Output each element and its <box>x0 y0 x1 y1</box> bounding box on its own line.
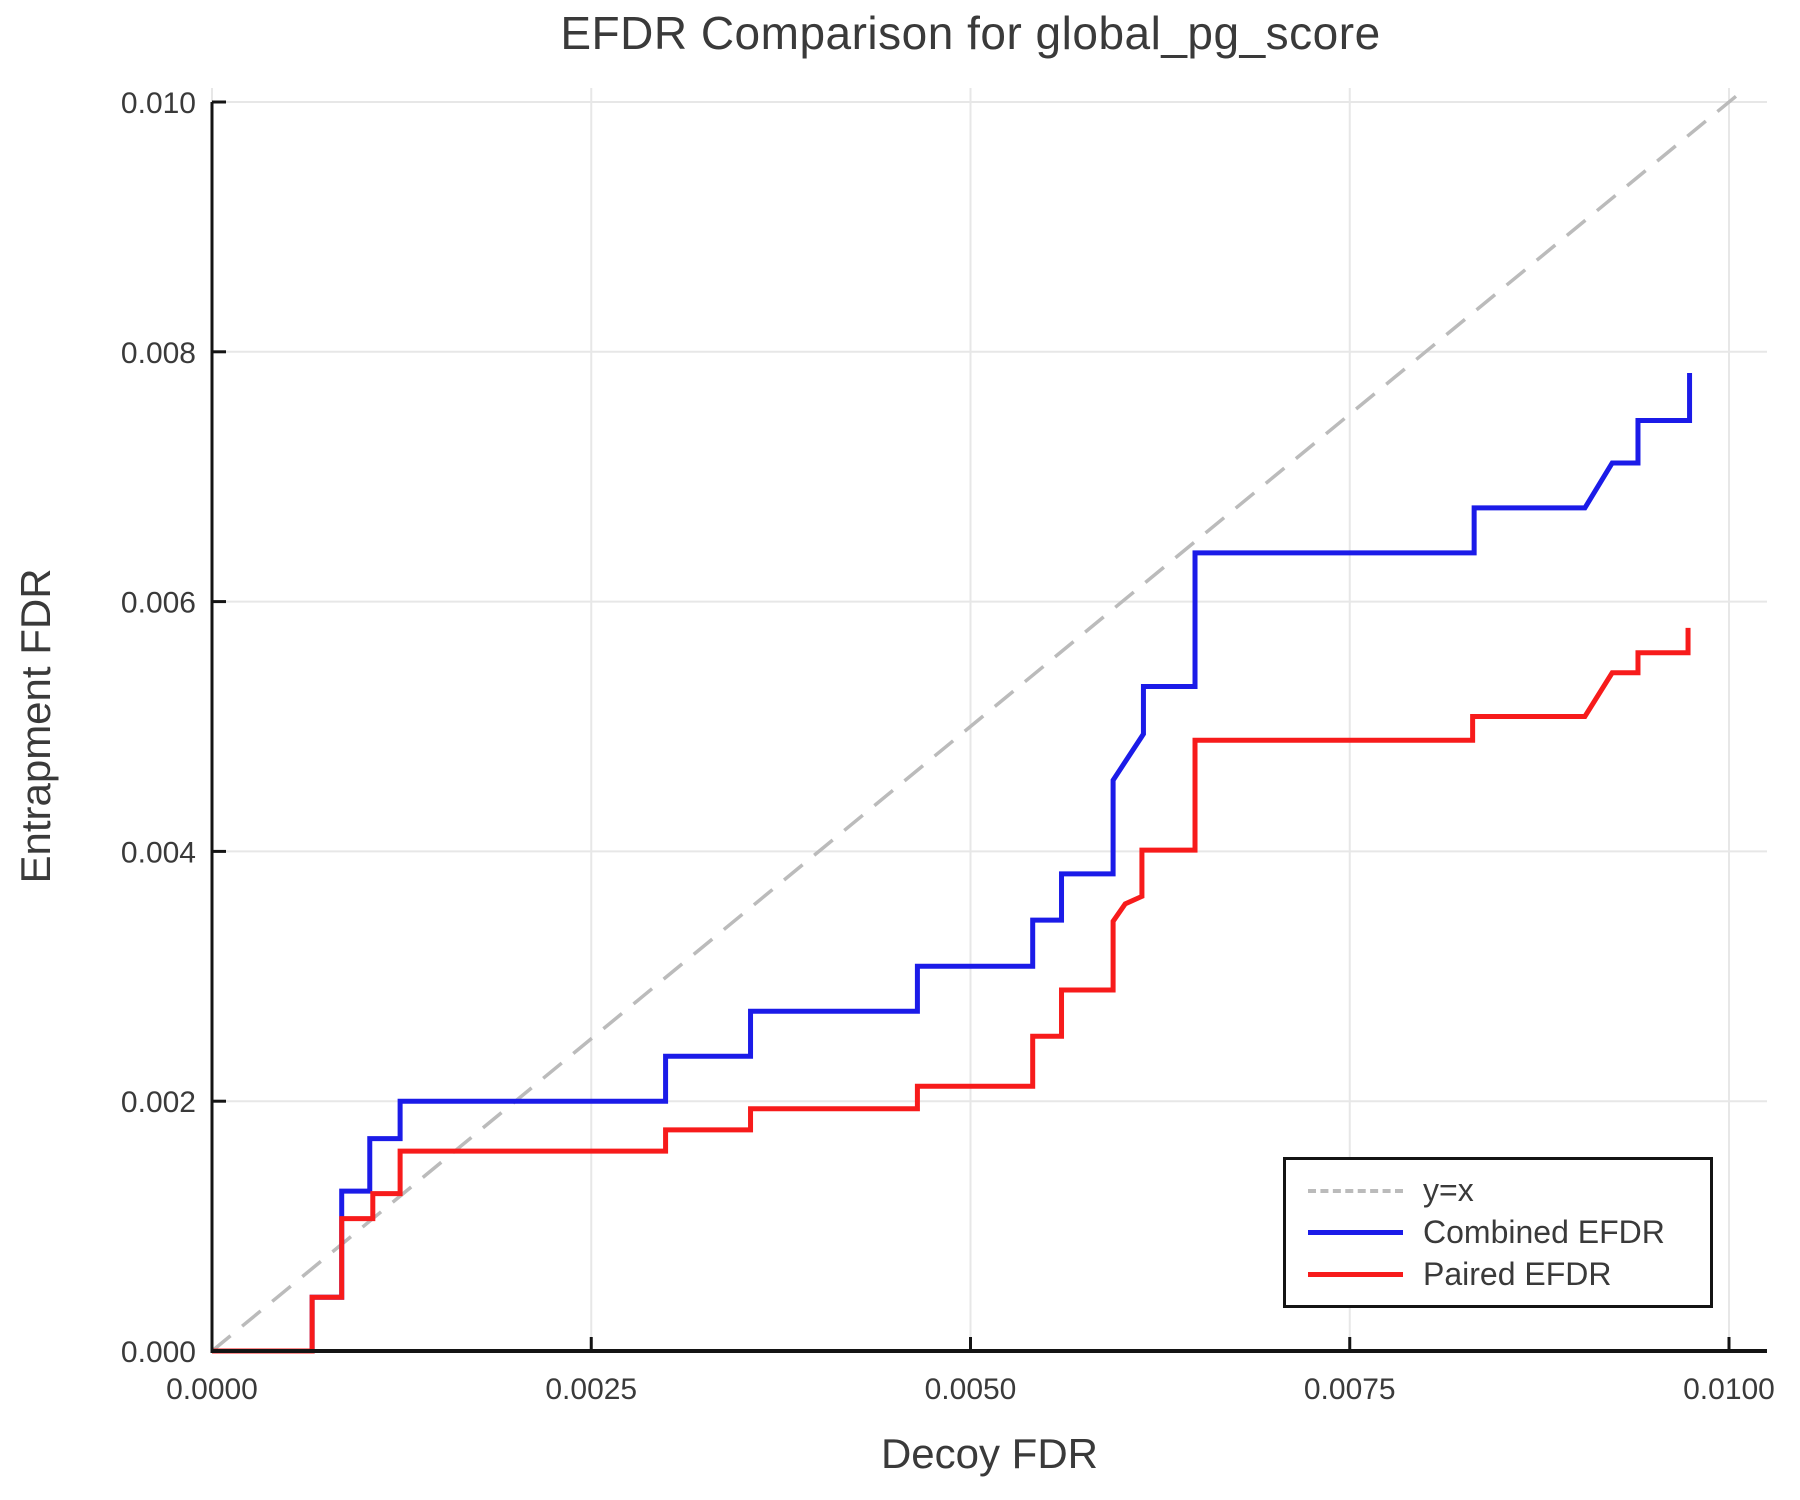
x-tick-label: 0.0075 <box>1304 1373 1396 1406</box>
x-axis-label: Decoy FDR <box>880 1430 1099 1477</box>
legend-row-paired: Paired EFDR <box>1308 1254 1710 1296</box>
legend-label: y=x <box>1423 1172 1474 1208</box>
legend: y=x Combined EFDR Paired EFDR <box>1283 1157 1713 1308</box>
y-tick-label: 0.008 <box>121 337 196 370</box>
series-line-combined-efdr <box>212 373 1693 1354</box>
red-line-sample-icon <box>1308 1272 1403 1277</box>
x-tick-label: 0.0100 <box>1683 1373 1775 1406</box>
x-tick-label: 0.0000 <box>166 1373 258 1406</box>
legend-row-identity: y=x <box>1308 1170 1710 1212</box>
blue-line-sample-icon <box>1308 1230 1403 1235</box>
legend-row-combined: Combined EFDR <box>1308 1212 1710 1254</box>
y-tick-label: 0.010 <box>121 87 196 120</box>
legend-label: Combined EFDR <box>1423 1214 1665 1250</box>
y-tick-label: 0.006 <box>121 587 196 620</box>
y-tick-label: 0.002 <box>121 1086 196 1119</box>
y-axis-label: Entrapment FDR <box>12 568 59 884</box>
x-tick-label: 0.0050 <box>925 1373 1017 1406</box>
y-tick-label: 0.004 <box>121 836 196 869</box>
page-title: EFDR Comparison for global_pg_score <box>560 7 1381 59</box>
x-tick-label: 0.0025 <box>545 1373 637 1406</box>
legend-label: Paired EFDR <box>1423 1256 1612 1292</box>
dashed-line-sample-icon <box>1308 1188 1403 1193</box>
series-line-paired-efdr <box>212 627 1691 1354</box>
series-line-y-x <box>210 86 1748 1353</box>
y-tick-label: 0.000 <box>121 1336 196 1369</box>
